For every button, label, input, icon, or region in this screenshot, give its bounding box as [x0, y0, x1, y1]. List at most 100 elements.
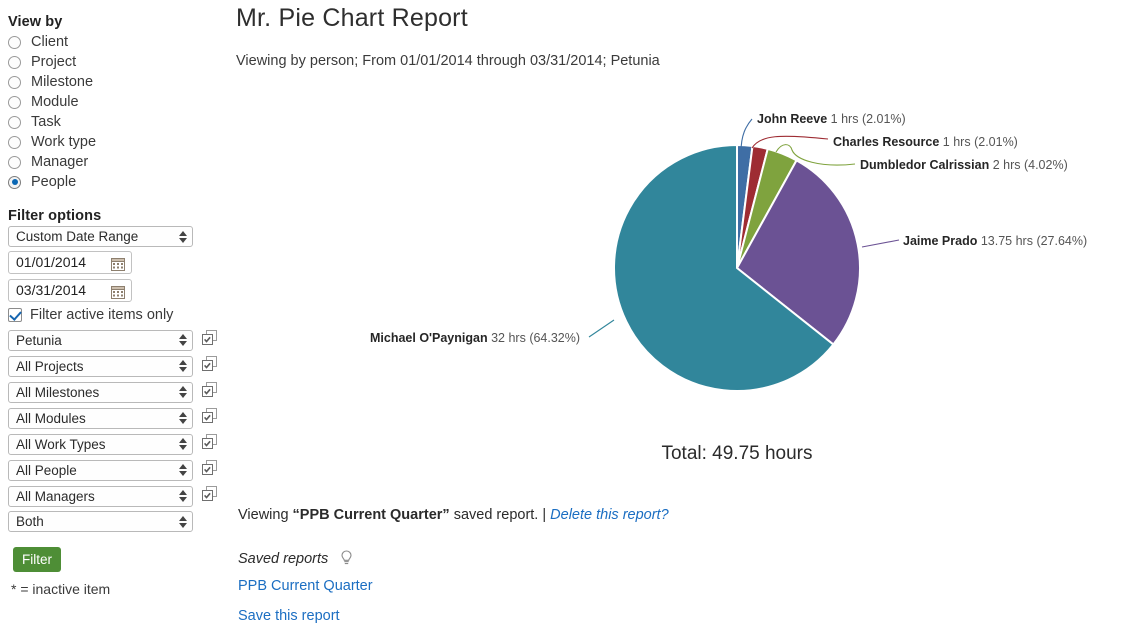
pie-slice-label-percent: (2.01%) [861, 112, 906, 126]
filter-select-all-people[interactable]: All People [8, 459, 193, 481]
calendar-icon[interactable] [111, 256, 125, 277]
date-range-select[interactable]: Custom Date Range [8, 226, 193, 247]
stepper-arrows-icon [179, 360, 187, 372]
end-date-field[interactable]: 03/31/2014 [8, 279, 132, 302]
multi-select-icon[interactable] [201, 433, 218, 455]
filter-select-row: Petunia [8, 329, 232, 351]
view-by-option-module[interactable]: Module [8, 92, 232, 112]
stepper-arrows-icon [179, 490, 187, 502]
filter-select-both[interactable]: Both [8, 511, 193, 532]
view-by-option-client[interactable]: Client [8, 32, 232, 52]
view-by-option-work-type[interactable]: Work type [8, 132, 232, 152]
filter-select-row: All Projects [8, 355, 232, 377]
view-by-option-milestone[interactable]: Milestone [8, 72, 232, 92]
filter-select-petunia[interactable]: Petunia [8, 329, 193, 351]
view-by-title: View by [8, 14, 63, 30]
filter-select-all-projects[interactable]: All Projects [8, 355, 193, 377]
view-by-option-label: Work type [31, 134, 97, 150]
filter-select-row: All Milestones [8, 381, 232, 403]
view-by-radio[interactable] [8, 55, 21, 69]
pie-slice[interactable] [613, 143, 835, 392]
filter-select-row: All Managers [8, 485, 232, 507]
save-this-report-link[interactable]: Save this report [238, 608, 340, 624]
stepper-arrows-icon [179, 515, 187, 528]
view-by-radio[interactable] [8, 135, 21, 149]
lightbulb-icon[interactable] [340, 550, 353, 570]
pie-slice-label: Charles Resource 1 hrs (2.01%) [833, 135, 1018, 149]
pie-slice-label: Dumbledor Calrissian 2 hrs (4.02%) [860, 158, 1068, 172]
saved-report-name: “PPB Current Quarter” [292, 507, 450, 523]
view-by-radio[interactable] [8, 95, 21, 109]
filter-select-value: All Managers [16, 488, 95, 504]
filter-select-value: Petunia [16, 332, 62, 348]
filter-select-list: Petunia All Projects All Milestones All Mod… [6, 329, 232, 532]
pie-slice-label-name: Dumbledor Calrissian [860, 158, 990, 172]
sidebar: View by Client Project Milestone Module Task… [0, 0, 232, 629]
calendar-icon[interactable] [111, 284, 125, 305]
date-range-select-row: Custom Date Range [8, 226, 232, 247]
saved-report-link[interactable]: PPB Current Quarter [238, 578, 373, 594]
pie-slice-label-name: Charles Resource [833, 135, 940, 149]
multi-select-icon[interactable] [201, 381, 218, 403]
pie-chart-svg [588, 118, 900, 392]
view-by-radio[interactable] [8, 175, 21, 189]
pie-slice-label-value: 1 hrs [942, 135, 971, 149]
start-date-value: 01/01/2014 [16, 254, 87, 270]
filter-select-value: All Milestones [16, 384, 100, 400]
multi-select-icon[interactable] [201, 407, 218, 429]
view-by-option-task[interactable]: Task [8, 112, 232, 132]
viewing-middle: saved report. | [449, 507, 551, 523]
view-by-option-label: Milestone [31, 74, 94, 90]
filter-select-value: All People [16, 462, 77, 478]
stepper-arrows-icon [179, 438, 187, 450]
filter-select-all-work-types[interactable]: All Work Types [8, 433, 193, 455]
stepper-arrows-icon [179, 386, 187, 398]
pie-slice-label: Jaime Prado 13.75 hrs (27.64%) [903, 234, 1087, 248]
view-by-option-people[interactable]: People [8, 172, 232, 192]
page-title: Mr. Pie Chart Report [236, 4, 468, 32]
filter-select-row: All Work Types [8, 433, 232, 455]
filter-options-title: Filter options [8, 208, 102, 224]
delete-report-link[interactable]: Delete this report? [550, 507, 669, 523]
filter-active-items-row[interactable]: Filter active items only [8, 307, 232, 323]
filter-active-items-checkbox[interactable] [8, 308, 22, 322]
view-by-option-label: Manager [31, 154, 89, 170]
filter-select-value: All Work Types [16, 436, 106, 452]
pie-slice-label: John Reeve 1 hrs (2.01%) [757, 112, 906, 126]
filter-select-all-milestones[interactable]: All Milestones [8, 381, 193, 403]
multi-select-icon[interactable] [201, 485, 218, 507]
view-by-radio[interactable] [8, 155, 21, 169]
filter-select-all-modules[interactable]: All Modules [8, 407, 193, 429]
view-by-radio[interactable] [8, 75, 21, 89]
view-by-option-label: Client [31, 34, 69, 50]
multi-select-icon[interactable] [201, 459, 218, 481]
pie-label-leader-line [588, 319, 615, 338]
view-by-option-project[interactable]: Project [8, 52, 232, 72]
saved-reports-heading: Saved reports [238, 550, 353, 570]
inactive-item-note: * = inactive item [11, 581, 111, 597]
pie-slice-label-name: Jaime Prado [903, 234, 978, 248]
multi-select-icon[interactable] [201, 329, 218, 351]
stepper-arrows-icon [179, 230, 187, 243]
pie-label-leader-line [751, 135, 829, 149]
stepper-arrows-icon [179, 464, 187, 476]
date-range-select-value: Custom Date Range [16, 229, 139, 244]
multi-select-icon[interactable] [201, 355, 218, 377]
saved-reports-heading-label: Saved reports [238, 551, 329, 567]
pie-slice-label: Michael O'Paynigan 32 hrs (64.32%) [370, 331, 580, 345]
view-by-radio[interactable] [8, 115, 21, 129]
filter-select-row: All People [8, 459, 232, 481]
filter-button[interactable]: Filter [13, 547, 61, 572]
pie-slice[interactable] [735, 159, 861, 346]
pie-label-leader-line [740, 118, 753, 153]
view-by-option-label: Task [31, 114, 61, 130]
filter-select-all-managers[interactable]: All Managers [8, 485, 193, 507]
viewing-saved-report-line: Viewing “PPB Current Quarter” saved repo… [238, 507, 669, 523]
view-by-option-manager[interactable]: Manager [8, 152, 232, 172]
pie-slice-label-percent: (27.64%) [1036, 234, 1088, 248]
start-date-field[interactable]: 01/01/2014 [8, 251, 132, 274]
stepper-arrows-icon [179, 334, 187, 346]
view-by-radio[interactable] [8, 35, 21, 49]
filter-select-row: Both [8, 511, 232, 532]
